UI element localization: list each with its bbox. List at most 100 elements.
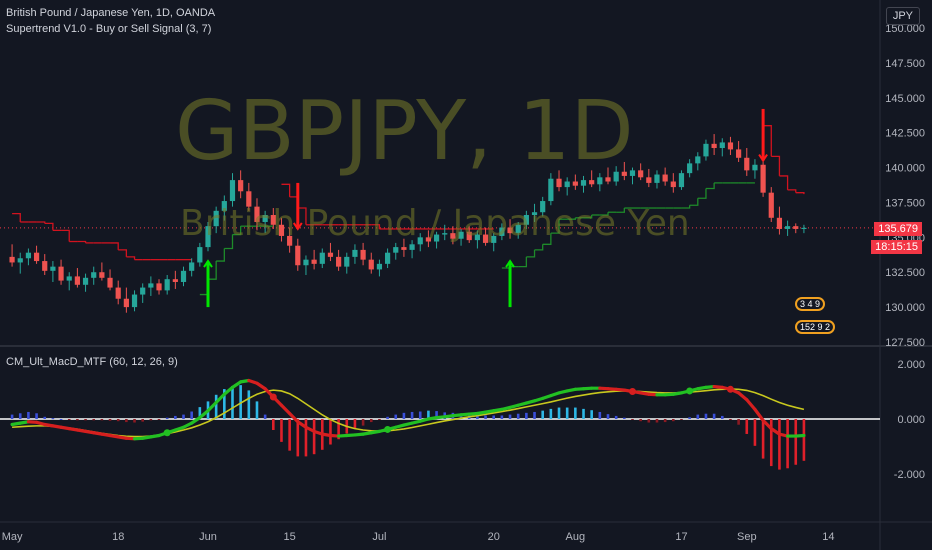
candle-body bbox=[360, 249, 366, 260]
candle-body bbox=[556, 178, 562, 188]
candle-body bbox=[376, 263, 383, 270]
watermark-symbol: GBPJPY, 1D bbox=[175, 84, 634, 179]
candle-body bbox=[229, 180, 236, 202]
macd-histogram-bar bbox=[598, 411, 602, 419]
macd-fast-line-segment bbox=[206, 400, 218, 413]
macd-histogram-bar bbox=[35, 413, 38, 419]
macd-histogram-bar bbox=[223, 389, 226, 419]
supertrend-segment bbox=[534, 244, 544, 251]
badge-upper[interactable]: 3 4 9 bbox=[795, 297, 826, 311]
macd-histogram-bar bbox=[476, 415, 479, 419]
candle-body bbox=[776, 217, 783, 229]
macd-fast-line-segment bbox=[255, 381, 267, 391]
candle-body bbox=[156, 283, 162, 291]
macd-legend[interactable]: CM_Ult_MacD_MTF (60, 12, 26, 9) bbox=[6, 356, 178, 368]
candle-body bbox=[384, 252, 391, 264]
supertrend-segment bbox=[224, 234, 234, 250]
watermark-description: British Pound / Japanese Yen bbox=[180, 203, 690, 244]
macd-histogram-bar bbox=[516, 413, 520, 419]
macd-histogram-bar bbox=[329, 419, 332, 445]
macd-histogram-bar bbox=[116, 419, 120, 422]
macd-histogram-bar bbox=[484, 415, 487, 419]
macd-histogram-bar bbox=[369, 419, 373, 423]
candle-body bbox=[515, 224, 521, 234]
candle-body bbox=[433, 234, 440, 242]
macd-histogram-bar bbox=[198, 407, 202, 419]
badge-lower[interactable]: 152 9 2 bbox=[795, 320, 836, 334]
macd-histogram-bar bbox=[214, 394, 218, 419]
macd-histogram-bar bbox=[402, 412, 406, 419]
macd-histogram-bar bbox=[304, 419, 308, 457]
supertrend-legend[interactable]: Supertrend V1.0 - Buy or Sell Signal (3,… bbox=[6, 23, 212, 35]
macd-histogram-bar bbox=[533, 411, 536, 419]
candle-body bbox=[25, 252, 32, 259]
macd-histogram-bar bbox=[614, 415, 618, 419]
macd-fast-line-segment bbox=[190, 416, 202, 425]
macd-histogram-bar bbox=[590, 410, 593, 419]
candle-body bbox=[678, 173, 685, 188]
supertrend-segment bbox=[616, 208, 625, 213]
macd-histogram-bar bbox=[769, 419, 773, 467]
candle-body bbox=[523, 215, 529, 225]
candle-body bbox=[703, 143, 709, 157]
time-tick-label: 20 bbox=[488, 531, 500, 543]
sell-arrow-head bbox=[758, 154, 768, 163]
candle-body bbox=[311, 259, 317, 264]
candle-body bbox=[801, 227, 807, 229]
macd-histogram-bar bbox=[786, 419, 789, 469]
macd-histogram-bar bbox=[500, 415, 504, 419]
candle-body bbox=[295, 245, 301, 266]
candle-body bbox=[205, 226, 211, 248]
macd-cross-dot bbox=[686, 387, 694, 395]
candle-body bbox=[66, 276, 72, 281]
currency-button[interactable]: JPY bbox=[885, 7, 920, 25]
candle-body bbox=[213, 210, 219, 227]
macd-histogram-bar bbox=[647, 419, 651, 423]
supertrend-segment bbox=[771, 155, 781, 176]
macd-histogram-bar bbox=[272, 419, 275, 430]
macd-histogram-bar bbox=[753, 419, 757, 446]
candle-body bbox=[9, 256, 15, 263]
candle-body bbox=[58, 266, 64, 281]
candle-body bbox=[107, 277, 113, 288]
candle-body bbox=[303, 259, 309, 266]
candle-body bbox=[368, 259, 374, 270]
candle-body bbox=[744, 157, 750, 171]
macd-histogram-bar bbox=[394, 414, 398, 419]
macd-histogram-bar bbox=[663, 419, 667, 423]
supertrend-segment bbox=[281, 183, 291, 197]
buy-arrow-head bbox=[505, 259, 515, 268]
candle-body bbox=[507, 227, 513, 234]
price-tick-label: 132.500 bbox=[885, 267, 925, 279]
candle-body bbox=[246, 191, 252, 207]
macd-histogram-bar bbox=[92, 419, 96, 421]
candle-body bbox=[613, 171, 619, 182]
macd-fast-line-segment bbox=[794, 433, 806, 438]
supertrend-segment bbox=[77, 240, 87, 243]
candle-body bbox=[270, 215, 276, 225]
candle-body bbox=[727, 142, 734, 150]
macd-fast-line-segment bbox=[761, 418, 773, 431]
candle-body bbox=[629, 170, 636, 176]
candle-body bbox=[768, 192, 774, 218]
time-tick-label: Sep bbox=[737, 531, 757, 543]
macd-fast-line-segment bbox=[296, 420, 308, 429]
macd-histogram-bar bbox=[410, 411, 414, 419]
macd-histogram-bar bbox=[27, 411, 30, 419]
price-tick-label: 130.000 bbox=[885, 302, 925, 314]
macd-fast-line-segment bbox=[288, 411, 300, 424]
macd-histogram-bar bbox=[141, 419, 144, 422]
candle-body bbox=[336, 256, 342, 267]
macd-histogram-bar bbox=[492, 415, 496, 419]
candle-body bbox=[662, 174, 668, 182]
macd-histogram-bar bbox=[582, 408, 585, 419]
macd-histogram-bar bbox=[606, 414, 610, 419]
macd-histogram-bar bbox=[84, 419, 87, 421]
price-tick-label: 137.500 bbox=[885, 197, 925, 209]
candle-body bbox=[425, 237, 432, 242]
macd-histogram-bar bbox=[18, 413, 22, 419]
macd-histogram-bar bbox=[182, 414, 185, 419]
candle-body bbox=[548, 178, 554, 202]
macd-histogram-bar bbox=[720, 415, 724, 419]
